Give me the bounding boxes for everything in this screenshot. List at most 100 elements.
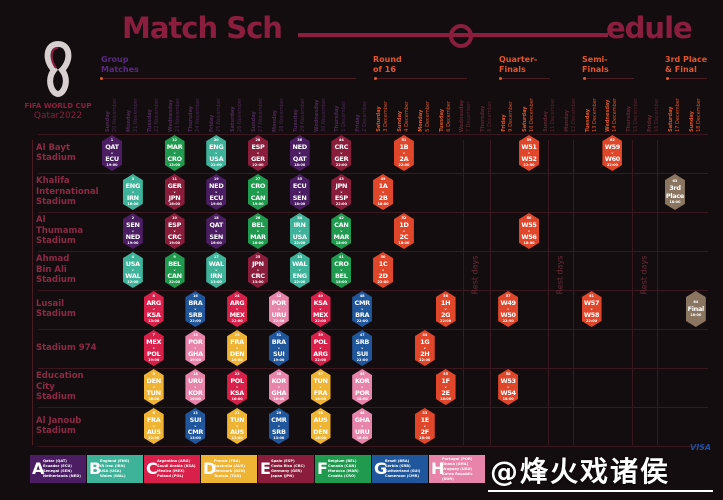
knockout-match-card[interactable]: 60 W55 v W56 18:00 bbox=[519, 213, 539, 249]
knockout-match-card[interactable]: 49 1A v 2B 18:00 bbox=[373, 174, 394, 210]
knockout-match-card[interactable]: 57 W49 v W50 22:00 bbox=[498, 291, 519, 327]
match-number: 56 bbox=[443, 294, 449, 298]
match-card[interactable]: 9 BEL v CAN 22:00 bbox=[164, 252, 185, 288]
match-card[interactable]: 3 ENG v IRN 16:00 bbox=[122, 174, 143, 210]
match-card[interactable]: 17 WAL v IRN 13:00 bbox=[206, 252, 227, 288]
knockout-match-card[interactable]: 54 1G v 2H 22:00 bbox=[414, 330, 435, 366]
match-card[interactable]: 13 SUI v CMR 13:00 bbox=[185, 408, 206, 444]
match-card[interactable]: 16 BRA v SRB 22:00 bbox=[185, 291, 206, 327]
versus: v bbox=[298, 151, 301, 155]
match-card[interactable]: 28 ESP v GER 22:00 bbox=[247, 135, 268, 171]
match-card[interactable]: 39 POL v ARG 22:00 bbox=[310, 330, 331, 366]
match-card[interactable]: 10 ESP v CRC 19:00 bbox=[164, 213, 185, 249]
knockout-match-card[interactable]: 61 W57 v W58 22:00 bbox=[581, 291, 602, 327]
knockout-match-card[interactable]: 50 1C v 2D 22:00 bbox=[373, 252, 394, 288]
match-card[interactable]: 29 CMR v SRB 13:00 bbox=[268, 408, 289, 444]
match-card[interactable]: 38 AUS v DEN 18:00 bbox=[310, 408, 331, 444]
match-card[interactable]: 35 ECU v SEN 18:00 bbox=[289, 174, 310, 210]
away-team: SRB bbox=[188, 311, 203, 319]
match-card[interactable]: 45 KOR v POR 18:00 bbox=[352, 369, 373, 405]
rest-days-label: Rest days bbox=[470, 255, 480, 295]
versus: v bbox=[194, 424, 197, 428]
match-card[interactable]: 23 FRA v DEN 19:00 bbox=[227, 330, 248, 366]
match-card[interactable]: 34 IRN v USA 22:00 bbox=[289, 213, 310, 249]
kickoff-time: 16:00 bbox=[210, 241, 222, 245]
match-card[interactable]: 27 CRO v CAN 19:00 bbox=[247, 174, 268, 210]
knockout-match-card[interactable]: 52 1D v 2C 18:00 bbox=[393, 213, 414, 249]
match-card[interactable]: 43 JPN v ESP 22:00 bbox=[331, 174, 352, 210]
match-card[interactable]: 21 TUN v AUS 13:00 bbox=[227, 408, 248, 444]
match-card[interactable]: 36 NED v QAT 18:00 bbox=[289, 135, 310, 171]
away-team: ESP bbox=[334, 194, 348, 202]
knockout-match-card[interactable]: 64 Final 18:00 bbox=[685, 291, 706, 327]
versus: v bbox=[256, 151, 259, 155]
match-number: 22 bbox=[234, 372, 240, 376]
versus: v bbox=[444, 307, 447, 311]
match-card[interactable]: 33 WAL v ENG 22:00 bbox=[289, 252, 310, 288]
weekday: Saturday bbox=[667, 106, 674, 132]
day-label: Sunday 18 December bbox=[689, 98, 703, 132]
match-card[interactable]: 7 MEX v POL 19:00 bbox=[143, 330, 164, 366]
knockout-match-card[interactable]: 58 W53 v W54 18:00 bbox=[498, 369, 519, 405]
match-card[interactable]: 42 CAN v MAR 18:00 bbox=[331, 213, 352, 249]
match-card[interactable]: 44 CRC v GER 22:00 bbox=[331, 135, 352, 171]
phase-line-sf bbox=[583, 77, 634, 80]
match-card[interactable]: 20 ENG v USA 22:00 bbox=[206, 135, 227, 171]
match-card[interactable]: 25 JPN v CRC 13:00 bbox=[247, 252, 268, 288]
match-card[interactable]: 48 CMR v BRA 22:00 bbox=[352, 291, 373, 327]
match-card[interactable]: 41 CRO v BEL 18:00 bbox=[331, 252, 352, 288]
knockout-match-card[interactable]: 62 W59 v W60 22:00 bbox=[602, 135, 623, 171]
kickoff-time: 18:00 bbox=[669, 200, 681, 204]
match-card[interactable]: 22 POL v KSA 16:00 bbox=[227, 369, 248, 405]
away-team: 2G bbox=[440, 311, 451, 319]
knockout-match-card[interactable]: 51 1B v 2A 22:00 bbox=[393, 135, 414, 171]
knockout-match-card[interactable]: 56 1H v 2G 22:00 bbox=[435, 291, 456, 327]
match-number: 31 bbox=[276, 333, 282, 337]
versus: v bbox=[152, 307, 155, 311]
match-card[interactable]: 14 URU v KOR 16:00 bbox=[185, 369, 206, 405]
match-card[interactable]: 46 GHA v URU 18:00 bbox=[352, 408, 373, 444]
match-card[interactable]: 1 QAT v ECU 19:00 bbox=[102, 135, 122, 171]
phase-line-group bbox=[100, 77, 356, 80]
title-ball-icon bbox=[449, 24, 473, 48]
away-team: KOR bbox=[188, 389, 203, 397]
date: 14 December bbox=[612, 98, 619, 132]
group-legend-h: H Portugal (POR) Ghana (GHA) Uruguay (URU) K… bbox=[429, 455, 485, 483]
knockout-match-card[interactable]: 53 1E v 2F 18:00 bbox=[414, 408, 435, 444]
home-team: SEN bbox=[126, 221, 140, 229]
match-card[interactable]: 32 POR v URU 22:00 bbox=[268, 291, 289, 327]
versus: v bbox=[340, 190, 343, 194]
match-card[interactable]: 4 USA v WAL 22:00 bbox=[122, 252, 143, 288]
knockout-match-card[interactable]: 59 W51 v W52 22:00 bbox=[519, 135, 539, 171]
match-card[interactable]: 18 QAT v SEN 16:00 bbox=[206, 213, 227, 249]
match-card[interactable]: 19 NED v ECU 19:00 bbox=[206, 174, 227, 210]
match-card[interactable]: 6 FRA v AUS 22:00 bbox=[143, 408, 164, 444]
match-card[interactable]: 37 TUN v FRA 18:00 bbox=[310, 369, 331, 405]
match-card[interactable]: 24 ARG v MEX 22:00 bbox=[227, 291, 248, 327]
match-card[interactable]: 11 GER v JPN 16:00 bbox=[164, 174, 185, 210]
match-card[interactable]: 40 KSA v MEX 22:00 bbox=[310, 291, 331, 327]
phase-round-of-16: Round of 16 bbox=[373, 55, 402, 74]
home-team: POR bbox=[188, 338, 203, 346]
weekday: Friday bbox=[501, 114, 508, 132]
match-card[interactable]: 47 SRB v SUI 22:00 bbox=[352, 330, 373, 366]
match-card[interactable]: 31 BRA v SUI 19:00 bbox=[268, 330, 289, 366]
knockout-match-card[interactable]: 63 3rd Place 18:00 bbox=[664, 174, 685, 210]
match-card[interactable]: 8 ARG v KSA 13:00 bbox=[143, 291, 164, 327]
match-card[interactable]: 2 SEN v NED 19:00 bbox=[122, 213, 143, 249]
home-team: TUN bbox=[229, 416, 245, 424]
match-card[interactable]: 30 KOR v GHA 16:00 bbox=[268, 369, 289, 405]
match-card[interactable]: 12 MAR v CRO 13:00 bbox=[164, 135, 185, 171]
match-card[interactable]: 26 BEL v MAR 16:00 bbox=[247, 213, 268, 249]
match-card[interactable]: 5 DEN v TUN 16:00 bbox=[143, 369, 164, 405]
kickoff-time: 22:00 bbox=[273, 319, 285, 323]
stadium-label: Al Janoub Stadium bbox=[36, 415, 82, 437]
kickoff-time: 13:00 bbox=[273, 436, 285, 440]
team-name: France (FRA) bbox=[214, 459, 241, 463]
match-card[interactable]: 15 POR v GHA 19:00 bbox=[185, 330, 206, 366]
weekday: Friday bbox=[209, 114, 216, 132]
away-team: FRA bbox=[313, 389, 328, 397]
kickoff-time: 13:00 bbox=[231, 436, 243, 440]
knockout-match-card[interactable]: 55 1F v 2E 18:00 bbox=[435, 369, 456, 405]
stadium-label: Al Thumama Stadium bbox=[36, 215, 84, 247]
